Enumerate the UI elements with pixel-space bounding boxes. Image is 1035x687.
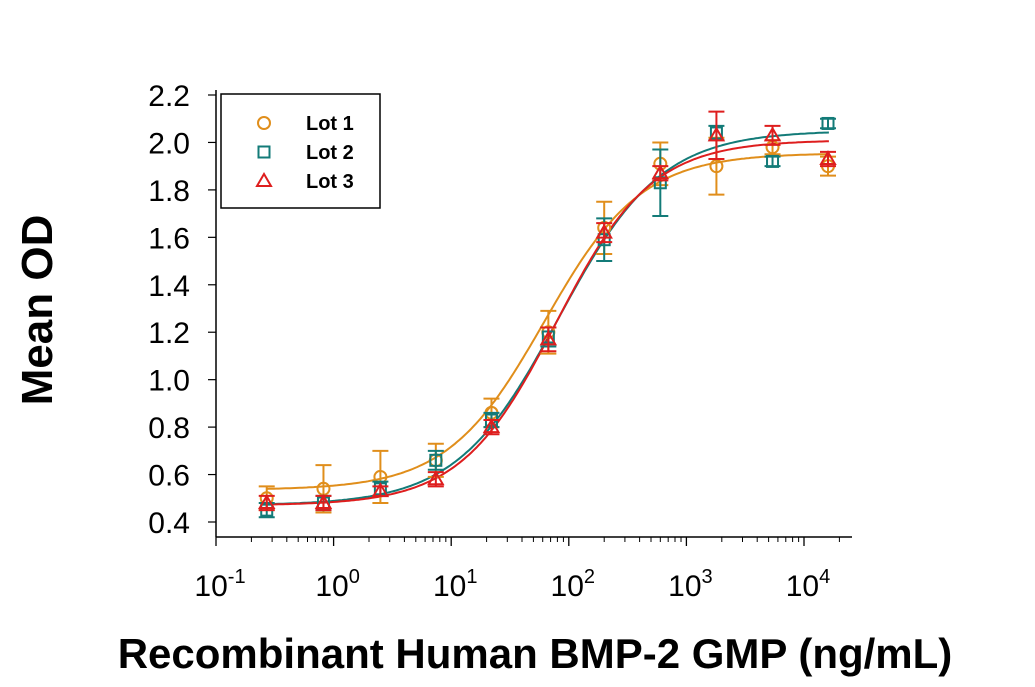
x-tick-label: 103 bbox=[668, 566, 713, 603]
legend-label: Lot 3 bbox=[306, 171, 354, 193]
data-point-triangle bbox=[539, 330, 558, 346]
legend-marker-triangle bbox=[255, 172, 273, 187]
x-axis: 10-1 100 101 102 103 104 bbox=[194, 536, 852, 603]
data-point-triangle bbox=[819, 150, 837, 166]
y-axis-title: Mean OD bbox=[13, 215, 62, 406]
x-tick-base: 10 bbox=[786, 570, 819, 603]
legend-box bbox=[220, 93, 381, 209]
y-tick-label: 0.8 bbox=[148, 412, 190, 445]
legend-marker-square bbox=[257, 145, 271, 159]
y-tick-label: 1.2 bbox=[148, 317, 190, 350]
data-point-triangle bbox=[257, 494, 276, 510]
data-point-triangle bbox=[707, 126, 726, 142]
data-point-triangle bbox=[314, 494, 333, 510]
y-axis: 0.4 0.6 0.8 1.0 1.2 1.4 1.6 1.8 2.0 2.2 bbox=[148, 80, 217, 540]
data-point-circle bbox=[709, 159, 724, 174]
x-tick-base: 10 bbox=[194, 570, 227, 603]
data-point-triangle bbox=[371, 482, 390, 498]
x-tick-base: 10 bbox=[433, 570, 466, 603]
x-tick-base: 10 bbox=[315, 570, 348, 603]
data-point-square bbox=[429, 453, 443, 467]
y-tick-label: 1.6 bbox=[148, 222, 190, 255]
x-tick-label: 10-1 bbox=[194, 566, 245, 603]
y-tick-label: 1.4 bbox=[148, 270, 190, 303]
y-tick-label: 2.0 bbox=[148, 127, 190, 160]
legend-marker-circle bbox=[257, 116, 271, 130]
data-point-triangle bbox=[651, 164, 670, 180]
x-tick-label: 104 bbox=[786, 566, 831, 603]
x-tick-label: 100 bbox=[315, 566, 360, 603]
x-tick-label: 102 bbox=[551, 566, 596, 603]
x-tick-exponent: 1 bbox=[466, 566, 477, 588]
legend: Lot 1 Lot 2 Lot 3 bbox=[220, 93, 381, 209]
y-tick-label: 0.4 bbox=[148, 507, 190, 540]
data-point-triangle bbox=[763, 126, 782, 142]
x-tick-exponent: 3 bbox=[702, 566, 713, 588]
x-axis-title: Recombinant Human BMP-2 GMP (ng/mL) bbox=[118, 630, 953, 677]
y-tick-label: 0.6 bbox=[148, 460, 190, 493]
x-tick-label: 101 bbox=[433, 566, 478, 603]
x-tick-exponent: 0 bbox=[349, 566, 360, 588]
data-point-triangle bbox=[595, 223, 613, 239]
y-tick-label: 2.2 bbox=[148, 80, 190, 113]
x-tick-exponent: -1 bbox=[228, 566, 246, 588]
x-tick-base: 10 bbox=[551, 570, 584, 603]
legend-label: Lot 2 bbox=[306, 142, 354, 164]
x-tick-base: 10 bbox=[668, 570, 701, 603]
data-points bbox=[257, 110, 837, 519]
data-point-square bbox=[821, 116, 835, 130]
x-tick-exponent: 2 bbox=[584, 566, 595, 588]
y-tick-label: 1.0 bbox=[148, 365, 190, 398]
x-tick-exponent: 4 bbox=[819, 566, 830, 588]
data-point-square bbox=[766, 154, 780, 168]
data-point-triangle bbox=[427, 470, 445, 486]
series-lot-3 bbox=[257, 110, 837, 512]
legend-label: Lot 1 bbox=[306, 113, 354, 135]
data-point-triangle bbox=[482, 418, 501, 434]
y-tick-label: 1.8 bbox=[148, 175, 190, 208]
